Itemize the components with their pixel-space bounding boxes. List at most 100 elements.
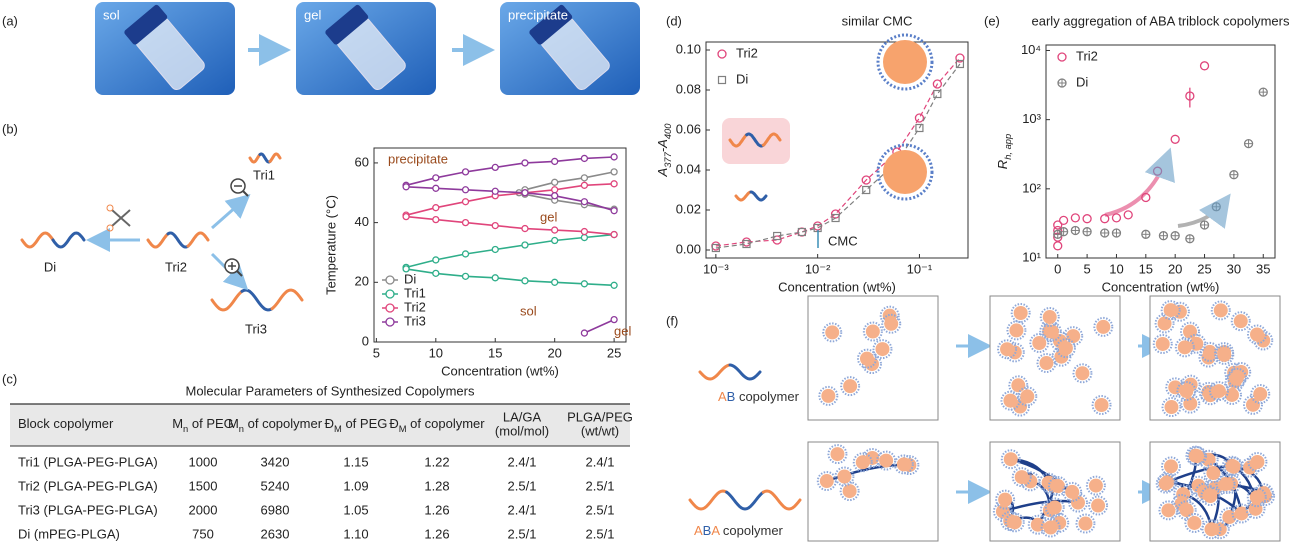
polymer-chain	[186, 231, 210, 248]
vial	[325, 4, 406, 91]
y-tick-label: 0.10	[676, 41, 701, 56]
copolymer-label-part: A	[718, 389, 727, 404]
x-tick-label: 25	[607, 345, 621, 360]
y-axis-label-part: h, app	[1003, 134, 1013, 160]
y-axis-label-part: A	[655, 168, 670, 178]
region-label: gel	[614, 323, 631, 338]
micelle-shell	[822, 322, 843, 343]
micelle-core	[1217, 347, 1232, 362]
data-point	[610, 207, 618, 215]
micelle-shell	[839, 481, 860, 502]
micelle-shell	[1062, 481, 1083, 502]
table-header-part: Block copolymer	[18, 416, 114, 431]
data-point	[1100, 214, 1110, 224]
data-point	[461, 168, 470, 176]
micelle-shell	[1088, 495, 1109, 516]
polymer-chain	[745, 132, 765, 148]
fit-line	[715, 63, 961, 249]
micelle-shell	[1039, 307, 1060, 328]
micelle-core	[1161, 503, 1176, 518]
table-title: Molecular Parameters of Synthesized Copo…	[185, 383, 475, 398]
polymer-chain	[728, 133, 749, 148]
copolymer-label: AB copolymer	[718, 389, 800, 404]
data-point	[773, 231, 782, 241]
table-cell: 1.28	[424, 478, 449, 493]
x-axis-label: Concentration (wt%)	[778, 279, 896, 294]
micelle-core	[830, 447, 845, 462]
micelle-core	[1009, 323, 1024, 338]
table-header: ĐM of PEG	[325, 416, 388, 434]
micelle-shell	[1185, 445, 1206, 466]
schematic-label: Tri3	[245, 321, 267, 336]
y-tick-label: 10¹	[1022, 249, 1041, 264]
micelle-shell	[876, 450, 897, 471]
data-point	[551, 186, 559, 194]
micelle-core	[1249, 490, 1264, 505]
micelle-core	[1164, 400, 1179, 415]
micelle-core	[1088, 478, 1103, 493]
micelle-shell	[872, 339, 893, 360]
micelle-shell	[1242, 394, 1263, 415]
panel-label: (e)	[984, 13, 1000, 28]
copolymer-label: ABA copolymer	[694, 523, 784, 538]
polymer-chain	[20, 231, 55, 249]
micelle-shell	[1201, 519, 1222, 540]
micelle-shell	[1055, 338, 1076, 359]
data-point	[1185, 91, 1195, 101]
y-tick-label: 0.04	[676, 161, 701, 176]
micelle-shell	[879, 305, 900, 326]
legend-label: Tri1	[404, 285, 426, 300]
table-header-part: n	[239, 424, 244, 434]
polymer-chain	[761, 132, 782, 147]
region-label: gel	[540, 209, 557, 224]
boundary-line	[405, 233, 615, 269]
data-point	[831, 213, 840, 223]
micelle-shell	[862, 321, 883, 342]
micelle-core	[1163, 303, 1178, 318]
table-header-part: M	[172, 416, 183, 431]
y-tick-label: 0.06	[676, 121, 701, 136]
data-point	[580, 280, 589, 288]
trend-arrow	[1104, 147, 1175, 217]
table-header: Mn of PEG	[172, 416, 234, 434]
legend-label: Di	[404, 271, 416, 286]
x-tick-label: 15	[1139, 261, 1153, 276]
table-cell: 2000	[189, 502, 218, 517]
polymer-chain	[51, 231, 86, 249]
data-point	[1123, 210, 1133, 220]
data-point	[1053, 241, 1063, 251]
micelle-core	[998, 492, 1013, 507]
micelle-core	[1094, 397, 1109, 412]
data-point	[432, 215, 440, 224]
micelle-shell	[816, 471, 837, 492]
micelle-core	[875, 342, 890, 357]
micelle-core	[1229, 370, 1244, 385]
y-tick-label: 0	[362, 333, 369, 348]
micelle-core	[1050, 479, 1065, 494]
legend-label: Di	[1076, 74, 1088, 89]
micelle-shell	[1174, 337, 1195, 358]
legend-label: Tri2	[736, 45, 758, 60]
micelle-core	[1189, 336, 1204, 351]
table-header-part: M	[399, 424, 407, 434]
micelle-shell	[1008, 375, 1029, 396]
micelle-core	[1014, 470, 1029, 485]
micelle-shell	[1000, 390, 1021, 411]
micelle-core	[883, 150, 927, 194]
micelle-core	[896, 457, 911, 472]
y-tick-label: 10³	[1022, 111, 1041, 126]
micelle-core	[837, 469, 852, 484]
data-point	[711, 243, 720, 253]
polymer-chain	[166, 231, 190, 249]
legend-label: Tri2	[1076, 48, 1098, 63]
data-point	[491, 187, 499, 195]
table-cell: Tri2 (PLGA-PEG-PLGA)	[18, 478, 158, 493]
plot-frame	[373, 147, 627, 343]
micelle-core	[1020, 389, 1035, 404]
micelle-shell	[1230, 311, 1251, 332]
micelle-core	[1218, 477, 1233, 492]
polymer-chain	[146, 232, 170, 249]
annotation: CMC	[828, 233, 858, 248]
photo-label: precipitate	[508, 7, 568, 22]
